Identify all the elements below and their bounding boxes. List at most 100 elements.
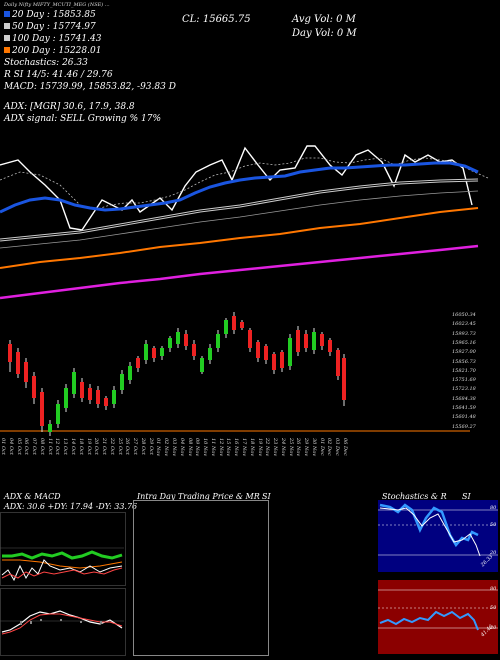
- date-tick: 03 Dec: [334, 438, 341, 456]
- rsi-panel: [378, 580, 498, 654]
- ma200-line: [0, 207, 479, 269]
- date-tick: 15 Nov: [225, 438, 232, 457]
- macd-reading: MACD: 15739.99, 15853.82, -93.83 D: [4, 82, 176, 92]
- stochastics-reading: Stochastics: 26.33: [4, 58, 88, 68]
- stochastics-panel: [378, 500, 498, 572]
- candle-down: [80, 382, 84, 398]
- date-tick: 27 Oct: [132, 438, 139, 455]
- macd-panel: [0, 588, 126, 656]
- candle-down: [96, 390, 100, 404]
- candle-up: [208, 348, 212, 360]
- date-tick: 26 Nov: [295, 438, 302, 457]
- rsi-level-80: 80: [490, 586, 497, 592]
- intraday-panel: [133, 500, 269, 656]
- candle-down: [264, 346, 268, 360]
- candlesticks: [8, 312, 346, 436]
- adx-macd-title: ADX & MACD: [4, 492, 61, 501]
- ma50-value: 15774.97: [52, 22, 96, 32]
- date-tick: 14 Oct: [69, 438, 76, 455]
- date-tick: 06 Dec: [342, 438, 348, 456]
- candle-down: [192, 344, 196, 356]
- price-scale-tick: 15601.48: [452, 414, 476, 421]
- avg-volume-label: Avg Vol: 0 M: [292, 14, 356, 25]
- stoch-level-20: 20: [490, 550, 497, 556]
- candle-up: [64, 388, 68, 408]
- candle-down: [8, 344, 12, 362]
- candle-down: [248, 330, 252, 348]
- price-scale-tick: 15965.16: [452, 339, 476, 346]
- date-tick: 18 Oct: [77, 438, 84, 455]
- candle-down: [24, 362, 28, 382]
- adx-macd-values: ADX: 30.6 +DY: 17.94 -DY: 33.76: [4, 502, 138, 511]
- ma20-label: 20 Day: [12, 10, 44, 20]
- date-tick: 10 Nov: [202, 438, 209, 457]
- candle-down: [296, 330, 300, 352]
- candle-up: [312, 332, 316, 350]
- candle-up: [128, 366, 132, 380]
- candle-up: [200, 358, 204, 372]
- date-tick: 01 Dec: [318, 438, 325, 456]
- ma20-legend: 20 Day : 15853.85: [4, 10, 96, 20]
- date-tick: 19 Oct: [85, 438, 92, 455]
- candle-up: [72, 372, 76, 394]
- candle-down: [88, 388, 92, 400]
- ma100-label: 100 Day: [12, 34, 50, 44]
- candle-up: [216, 334, 220, 348]
- candle-up: [224, 320, 228, 334]
- stoch-level-80: 80: [490, 505, 497, 511]
- candle-down: [328, 340, 332, 352]
- date-tick: 02 Nov: [163, 438, 170, 457]
- price-scale-tick: 15927.00: [452, 349, 476, 356]
- adx-panel: [0, 512, 126, 586]
- date-tick: 25 Nov: [287, 438, 294, 457]
- stoch-level-50: 50: [490, 522, 497, 528]
- ma200-swatch: [4, 47, 10, 53]
- stoch-si-label: SI: [462, 492, 471, 501]
- ma200-value: 15228.01: [58, 46, 102, 56]
- date-tick: 12 Oct: [54, 438, 61, 455]
- price-scale-tick: 15569.27: [452, 423, 476, 430]
- intraday-title: Intra Day Trading Price & MR: [137, 492, 260, 501]
- candle-down: [16, 352, 20, 374]
- ma50-swatch: [4, 23, 10, 29]
- date-tick: 01 Nov: [155, 438, 162, 457]
- date-tick: 02 Dec: [326, 438, 333, 456]
- ma100-line: [0, 190, 479, 249]
- price-scale-tick: 15751.69: [452, 377, 476, 384]
- date-tick: 08 Nov: [186, 438, 193, 457]
- candle-up: [160, 348, 164, 356]
- candle-down: [184, 334, 188, 346]
- rsi-reading: R SI 14/5: 41.46 / 29.76: [4, 70, 113, 80]
- stoch-title: Stochastics & R: [382, 492, 447, 501]
- price-scale-tick: 15821.70: [452, 367, 476, 374]
- date-tick: 28 Oct: [139, 438, 146, 455]
- price-scale-tick: 15856.73: [452, 358, 476, 365]
- ma20-swatch: [4, 11, 10, 17]
- candle-down: [240, 322, 244, 328]
- date-tick: 26 Oct: [124, 438, 131, 455]
- ma100-swatch: [4, 35, 10, 41]
- candle-down: [272, 354, 276, 370]
- ma100-legend: 100 Day : 15741.43: [4, 34, 101, 44]
- date-tick: 18 Nov: [248, 438, 255, 457]
- adx-signal: ADX signal: SELL Growing % 17%: [4, 114, 162, 124]
- date-tick: 05 Oct: [15, 438, 22, 455]
- date-tick: 11 Oct: [46, 438, 53, 455]
- price-scale-tick: 16050.34: [452, 312, 476, 318]
- candle-up: [120, 374, 124, 390]
- candle-down: [40, 392, 44, 426]
- date-tick: 22 Oct: [108, 438, 115, 455]
- date-tick: 17 Nov: [240, 438, 247, 457]
- candle-up: [48, 424, 52, 432]
- date-tick: 01 Oct: [0, 438, 6, 455]
- date-tick: 20 Oct: [93, 438, 100, 455]
- date-tick: 06 Oct: [23, 438, 30, 455]
- ma100-value: 15741.43: [58, 34, 102, 44]
- date-tick: 21 Oct: [101, 438, 108, 455]
- price-scale-tick: 15993.73: [452, 330, 476, 337]
- price-scale-tick: 16023.45: [452, 321, 476, 328]
- date-tick: 29 Nov: [303, 438, 310, 457]
- intraday-si-label: SI: [262, 492, 271, 501]
- date-tick: 22 Nov: [264, 438, 271, 457]
